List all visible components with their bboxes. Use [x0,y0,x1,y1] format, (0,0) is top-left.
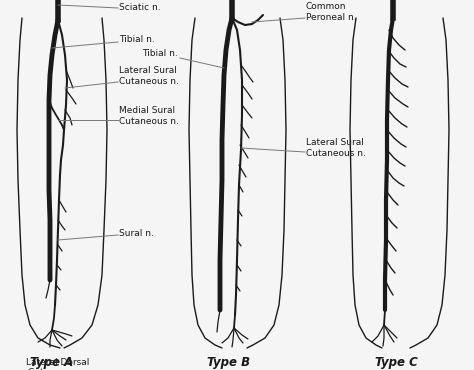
Text: Common
Peroneal n.: Common Peroneal n. [306,2,356,22]
Text: Tibial n.: Tibial n. [142,50,178,58]
Text: Medial Sural
Cutaneous n.: Medial Sural Cutaneous n. [119,106,179,126]
Text: Lateral Dorsal
Cutaneous n.: Lateral Dorsal Cutaneous n. [27,358,90,370]
Text: Tibial n.: Tibial n. [119,36,155,44]
Text: Sural n.: Sural n. [119,229,154,238]
Text: Type B: Type B [207,356,250,369]
Text: Type C: Type C [375,356,418,369]
Text: Lateral Sural
Cutaneous n.: Lateral Sural Cutaneous n. [306,138,366,158]
Text: Lateral Sural
Cutaneous n.: Lateral Sural Cutaneous n. [119,66,179,86]
Text: Sciatic n.: Sciatic n. [119,3,161,11]
Text: Type A: Type A [30,356,73,369]
